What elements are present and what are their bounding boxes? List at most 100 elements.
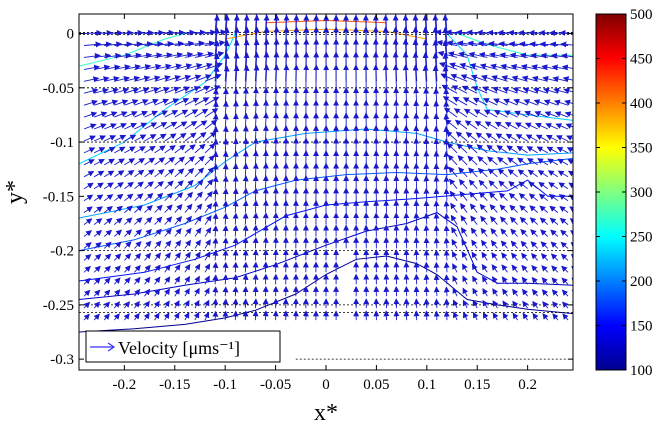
velocity-arrow	[204, 85, 221, 94]
velocity-arrow	[212, 249, 219, 261]
velocity-arrow	[144, 98, 159, 106]
velocity-arrow	[433, 163, 440, 177]
velocity-arrow	[462, 263, 468, 273]
velocity-arrow	[561, 265, 569, 273]
velocity-arrow	[93, 289, 101, 297]
velocity-arrow	[83, 76, 100, 83]
velocity-arrow	[164, 216, 173, 225]
velocity-arrow	[144, 87, 160, 94]
x-tick-label: 0.2	[518, 377, 537, 393]
velocity-arrow	[114, 182, 124, 190]
velocity-arrow	[563, 87, 573, 94]
velocity-arrow	[519, 205, 528, 213]
velocity-arrow	[499, 216, 508, 225]
velocity-arrow	[222, 261, 229, 273]
velocity-arrow	[144, 63, 162, 70]
velocity-arrow	[403, 212, 410, 225]
velocity-arrow	[93, 123, 107, 130]
velocity-arrow	[104, 76, 120, 82]
colorbar	[595, 13, 627, 371]
velocity-arrow	[446, 142, 458, 154]
velocity-arrow	[456, 143, 468, 154]
velocity-arrow	[550, 253, 559, 261]
velocity-arrow	[222, 237, 229, 249]
velocity-arrow	[164, 52, 184, 58]
velocity-arrow	[559, 205, 569, 213]
velocity-arrow	[443, 163, 450, 177]
velocity-arrow	[83, 171, 95, 178]
velocity-arrow	[452, 263, 458, 273]
y-tick-label: -0.3	[50, 352, 74, 368]
velocity-arrow	[262, 187, 269, 201]
velocity-arrow	[490, 228, 498, 237]
velocity-arrow	[154, 180, 164, 190]
velocity-arrow	[114, 217, 123, 225]
velocity-arrow	[184, 263, 191, 273]
velocity-arrow	[123, 313, 130, 321]
velocity-arrow	[403, 150, 410, 165]
velocity-arrow	[194, 287, 200, 297]
velocity-arrow	[505, 133, 518, 142]
velocity-arrow	[124, 229, 133, 237]
velocity-arrow	[154, 40, 174, 47]
velocity-arrow	[413, 162, 420, 177]
velocity-arrow	[500, 228, 508, 237]
legend-label: Velocity [μms⁻¹]	[118, 338, 240, 358]
velocity-arrow	[144, 169, 155, 178]
velocity-arrow	[489, 192, 498, 202]
velocity-arrow	[104, 123, 117, 130]
velocity-arrow	[548, 182, 559, 190]
velocity-arrow	[134, 288, 141, 297]
y-tick-label: -0.2	[50, 244, 74, 260]
velocity-arrow	[531, 252, 539, 261]
velocity-arrow	[521, 252, 528, 261]
velocity-arrow	[462, 275, 468, 285]
velocity-arrow	[486, 144, 498, 154]
velocity-arrow	[124, 277, 131, 285]
velocity-arrow	[511, 264, 518, 273]
velocity-arrows	[83, 14, 573, 321]
velocity-arrow	[527, 157, 538, 166]
y-tick-label: -0.25	[43, 298, 74, 314]
velocity-arrow	[164, 252, 171, 261]
velocity-arrow	[462, 299, 469, 309]
x-tick-label: -0.2	[112, 377, 136, 393]
velocity-arrow	[403, 187, 410, 201]
velocity-arrow	[487, 156, 498, 166]
velocity-arrow	[252, 236, 259, 249]
velocity-arrow	[203, 299, 210, 309]
velocity-arrow	[83, 313, 90, 321]
velocity-arrow	[194, 40, 216, 47]
velocity-arrow	[442, 96, 458, 106]
velocity-arrow	[184, 97, 200, 106]
velocity-arrow	[164, 98, 180, 106]
velocity-arrow	[124, 75, 141, 82]
velocity-arrow	[540, 253, 549, 261]
velocity-arrow	[488, 180, 498, 190]
velocity-arrow	[252, 175, 259, 189]
velocity-arrow	[83, 111, 98, 118]
velocity-arrow	[393, 175, 400, 189]
velocity-arrow	[433, 237, 440, 249]
velocity-arrow	[565, 123, 573, 129]
velocity-arrow	[481, 251, 488, 261]
velocity-arrow	[443, 286, 450, 297]
velocity-arrow	[83, 277, 91, 285]
velocity-arrow	[83, 254, 92, 261]
velocity-arrow	[143, 312, 150, 321]
velocity-arrow	[531, 264, 539, 273]
velocity-arrow	[212, 200, 219, 213]
velocity-arrow	[193, 299, 200, 309]
velocity-arrow	[83, 53, 101, 60]
velocity-arrow	[451, 251, 458, 261]
velocity-arrow	[194, 51, 214, 58]
velocity-arrow	[93, 206, 103, 213]
velocity-arrow	[124, 253, 132, 261]
velocity-arrow	[481, 263, 488, 273]
velocity-arrow	[496, 145, 508, 154]
legend-box: Velocity [μms⁻¹]	[85, 330, 281, 363]
velocity-arrow	[93, 182, 104, 190]
velocity-arrow	[232, 298, 239, 309]
velocity-arrow	[472, 287, 479, 297]
velocity-arrow	[174, 51, 194, 58]
